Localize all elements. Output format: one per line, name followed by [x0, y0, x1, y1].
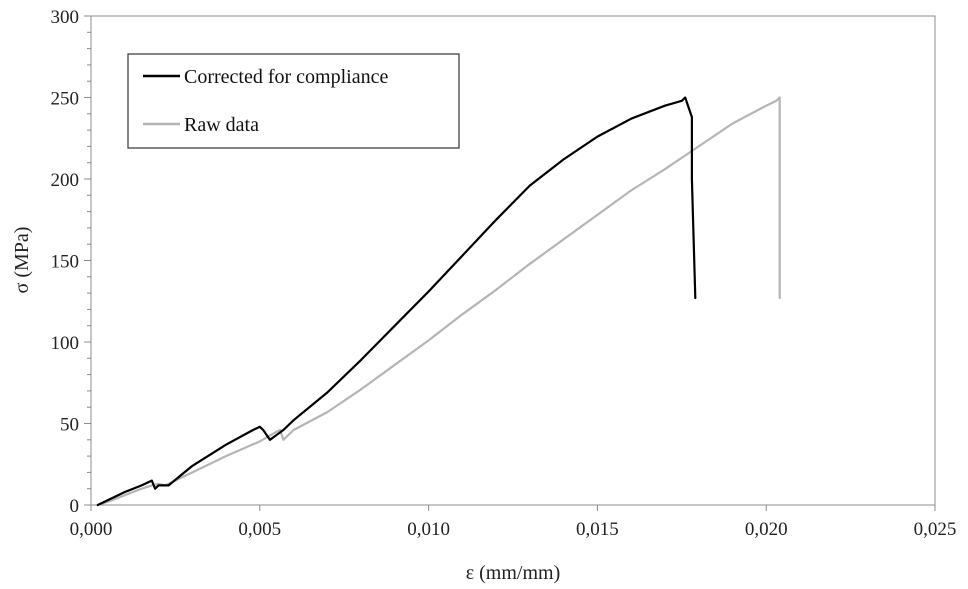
- series-line-corrected: [96, 96, 697, 507]
- x-tick-label: 0,025: [914, 519, 957, 540]
- y-axis-title: σ (MPa): [11, 227, 33, 294]
- legend-label-raw: Raw data: [184, 114, 259, 136]
- y-tick-label: 300: [51, 7, 80, 28]
- y-tick-label: 0: [70, 496, 80, 517]
- x-tick-label: 0,000: [70, 519, 113, 540]
- series-line-raw: [96, 96, 781, 507]
- series-layer: [96, 96, 781, 507]
- y-tick-label: 50: [60, 415, 79, 436]
- y-tick-label: 150: [51, 252, 80, 273]
- legend-label-corrected: Corrected for compliance: [184, 66, 388, 88]
- legend: Corrected for compliance Raw data: [127, 53, 460, 149]
- x-axis-ticks: 0,000 0,005 0,010 0,015 0,020 0,025: [70, 505, 957, 540]
- x-tick-label: 0,005: [238, 519, 281, 540]
- y-tick-label: 100: [51, 333, 80, 354]
- x-tick-label: 0,015: [576, 519, 619, 540]
- y-tick-label: 250: [51, 89, 80, 110]
- y-minor-ticks: [87, 31, 91, 490]
- x-tick-label: 0,010: [407, 519, 450, 540]
- legend-box: [127, 53, 460, 149]
- y-axis-ticks: 0 50 100 150 200 250 300: [51, 7, 91, 517]
- y-tick-label: 200: [51, 170, 80, 191]
- x-axis-title: ε (mm/mm): [466, 562, 561, 584]
- x-tick-label: 0,020: [745, 519, 788, 540]
